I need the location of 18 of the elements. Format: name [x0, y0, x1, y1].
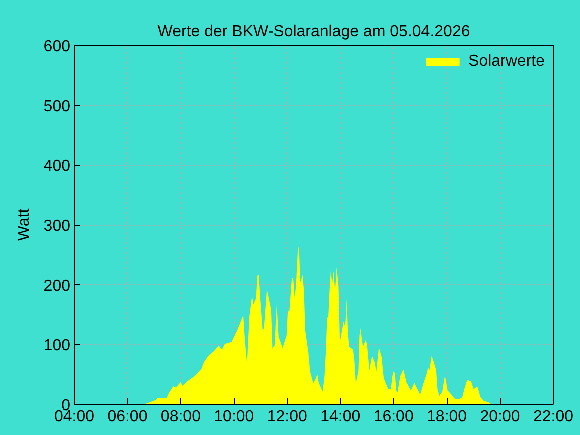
- x-tick-label: 18:00: [427, 408, 468, 426]
- x-tick-label: 16:00: [374, 408, 414, 426]
- x-tick-label: 10:00: [214, 408, 254, 426]
- y-axis-title: Watt: [16, 208, 33, 242]
- x-tick-label: 20:00: [480, 408, 520, 426]
- y-tick-label: 500: [44, 98, 71, 116]
- x-tick-label: 08:00: [160, 408, 202, 426]
- x-tick-label: 12:00: [267, 408, 308, 426]
- y-tick-label: 600: [44, 38, 71, 56]
- x-tick-label: 22:00: [533, 408, 574, 426]
- x-tick-label: 06:00: [108, 408, 148, 426]
- y-tick-label: 100: [44, 338, 71, 355]
- x-tick-label: 14:00: [320, 408, 361, 426]
- y-tick-label: 400: [44, 158, 71, 176]
- chart-title: Werte der BKW-Solaranlage am 05.04.2026: [158, 24, 470, 40]
- y-tick-label: 300: [44, 218, 71, 235]
- legend-label: Solarwerte: [468, 53, 545, 71]
- y-tick-label: 200: [44, 278, 71, 295]
